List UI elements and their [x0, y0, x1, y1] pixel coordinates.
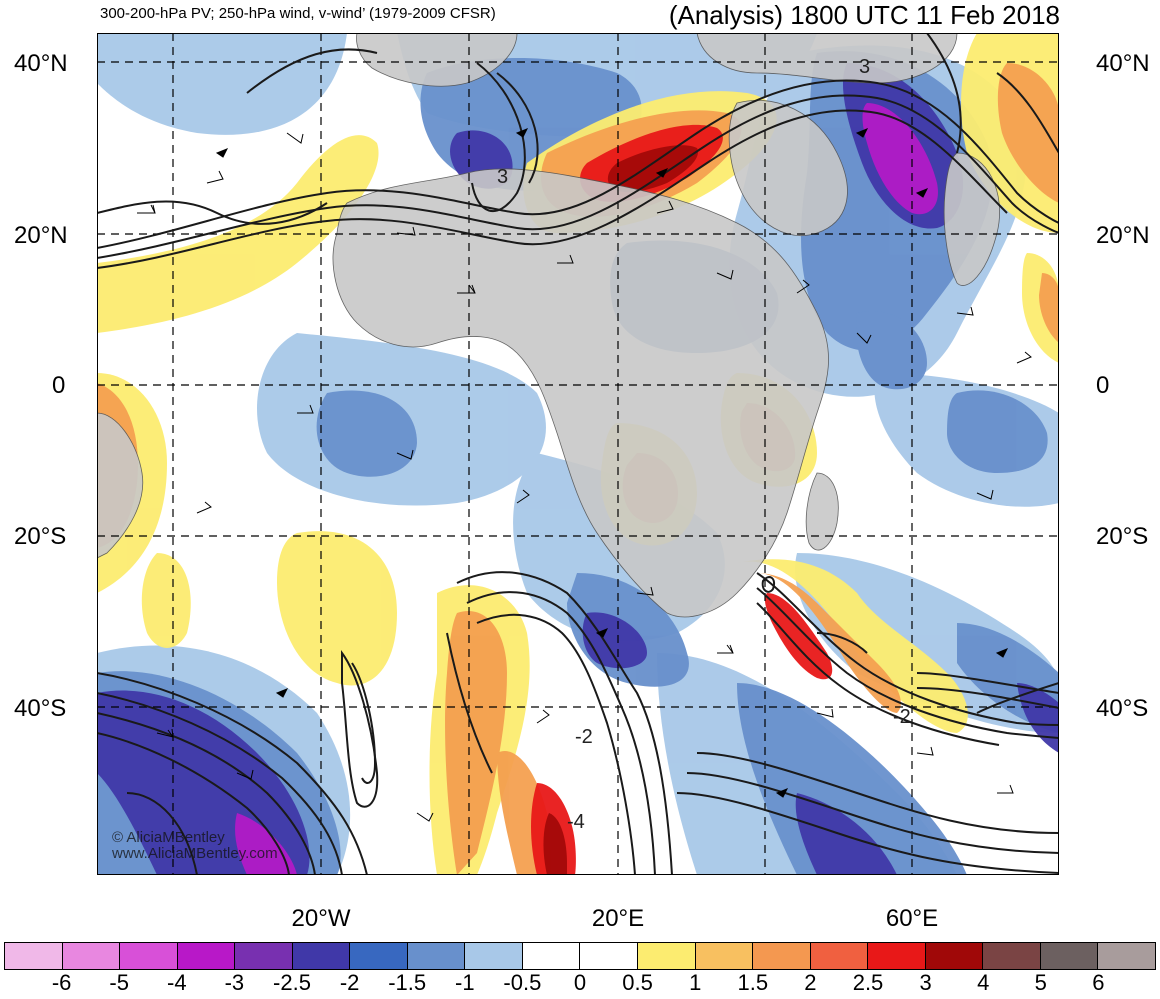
colorbar-label: -6 — [51, 970, 72, 995]
colorbar-swatch — [638, 943, 696, 969]
colorbar-swatch — [407, 943, 466, 969]
watermark: © AliciaMBentley www.AliciaMBentley.com — [112, 830, 278, 862]
colorbar-swatch — [292, 943, 351, 969]
lat-label-40n-left: 40°N — [14, 50, 68, 77]
colorbar-swatch — [177, 943, 236, 969]
lon-label-20w: 20°W — [291, 905, 351, 932]
colorbar-swatch — [62, 943, 121, 969]
pv-fill-purple — [235, 103, 938, 875]
colorbar-label: -2 — [339, 970, 360, 995]
lat-label-40s-right: 40°S — [1096, 695, 1149, 722]
figure-title: (Analysis) 1800 UTC 11 Feb 2018 — [668, 0, 1060, 30]
colorbar-label: -3 — [224, 970, 245, 995]
colorbar-label: 5 — [1034, 970, 1047, 995]
colorbar — [4, 942, 1156, 970]
lon-label-60e: 60°E — [885, 905, 939, 932]
land-masses — [97, 33, 1000, 618]
contour-label: 3 — [859, 56, 870, 78]
lat-label-40n-right: 40°N — [1096, 50, 1150, 77]
colorbar-swatch — [120, 943, 178, 969]
lat-label-eq-left: 0 — [52, 372, 66, 399]
colorbar-swatch — [235, 943, 293, 969]
pv-contours — [97, 33, 1059, 875]
colorbar-label: 4 — [977, 970, 990, 995]
contour-label: -2 — [575, 726, 593, 748]
colorbar-swatch — [580, 943, 639, 969]
colorbar-swatch — [1098, 943, 1155, 969]
colorbar-label: 0 — [573, 970, 587, 995]
colorbar-swatch — [810, 943, 869, 969]
colorbar-label: -1 — [455, 970, 475, 995]
lat-label-40s-left: 40°S — [14, 695, 67, 722]
colorbar-label: -2.5 — [273, 970, 311, 995]
pv-fill-dark-red — [543, 145, 698, 875]
colorbar-label: 6 — [1092, 970, 1105, 995]
colorbar-swatch — [753, 943, 811, 969]
colorbar-label: -5 — [109, 970, 129, 995]
lat-label-20n-left: 20°N — [14, 222, 68, 249]
colorbar-swatch — [1040, 943, 1099, 969]
colorbar-label: -0.5 — [503, 970, 542, 995]
map-border — [97, 33, 1059, 875]
lat-label-20s-right: 20°S — [1096, 523, 1149, 550]
watermark-line-1: © AliciaMBentley — [112, 829, 225, 846]
watermark-line-2: www.AliciaMBentley.com — [112, 845, 278, 862]
colorbar-label: 2 — [804, 970, 817, 995]
colorbar-swatch — [350, 943, 408, 969]
lat-label-20n-right: 20°N — [1096, 222, 1150, 249]
lon-label-20e: 20°E — [591, 905, 645, 932]
wind-barbs — [137, 128, 1032, 822]
colorbar-swatch — [983, 943, 1041, 969]
lat-label-eq-right: 0 — [1096, 372, 1110, 399]
colorbar-swatch — [522, 943, 581, 969]
colorbar-label: 1 — [689, 970, 702, 995]
lat-label-20s-left: 20°S — [14, 523, 67, 550]
colorbar-label: 1.5 — [737, 970, 769, 995]
contour-label-group: 3 3 -2 -4 -2 — [497, 56, 911, 833]
colorbar-label: 3 — [919, 970, 932, 995]
colorbar-swatch — [925, 943, 984, 969]
colorbar-swatch — [868, 943, 926, 969]
contour-label: 3 — [497, 166, 508, 188]
colorbar-swatch — [465, 943, 523, 969]
colorbar-label: -1.5 — [388, 970, 427, 995]
colorbar-swatch — [695, 943, 754, 969]
colorbar-label: 0.5 — [622, 970, 653, 995]
colorbar-swatch — [5, 943, 63, 969]
pv-map-panel: 3 3 -2 -4 -2 — [97, 33, 1059, 875]
colorbar-label: 2.5 — [852, 970, 884, 995]
contour-label: -2 — [893, 706, 911, 728]
figure-description: 300-200-hPa PV; 250-hPa wind, v-wind’ (1… — [100, 5, 496, 22]
contour-label: -4 — [567, 811, 585, 833]
colorbar-label: -4 — [167, 970, 187, 995]
